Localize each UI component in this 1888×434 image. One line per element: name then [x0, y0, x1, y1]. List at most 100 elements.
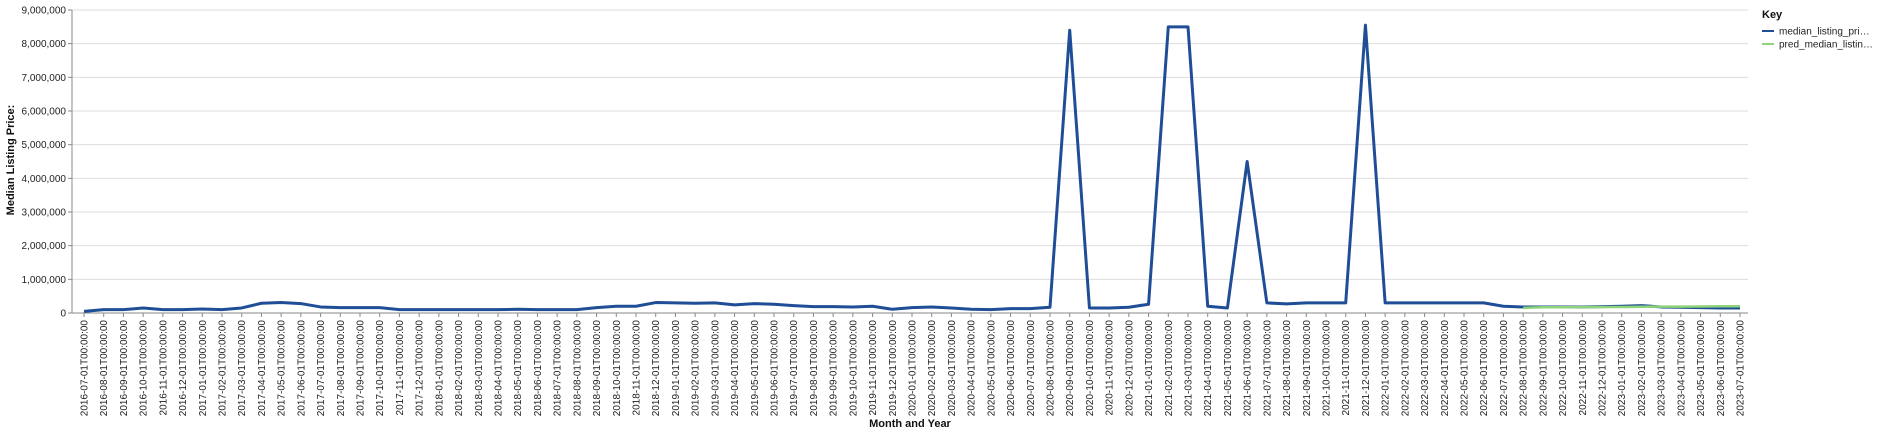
x-tick-label: 2021-12-01T00:00:00 [1361, 320, 1372, 417]
x-axis: 2016-07-01T00:00:00 2016-08-01T00:00:00 20… [72, 312, 1748, 417]
x-tick-label: 2018-02-01T00:00:00 [454, 320, 465, 417]
x-tick-label: 2023-03-01T00:00:00 [1657, 320, 1668, 417]
x-tick-label: 2022-04-01T00:00:00 [1440, 320, 1451, 417]
legend-label: median_listing_pri… [1779, 27, 1870, 38]
x-tick-label: 2018-11-01T00:00:00 [632, 320, 643, 416]
x-tick-label: 2019-09-01T00:00:00 [829, 320, 840, 417]
x-tick-label: 2018-08-01T00:00:00 [572, 320, 583, 417]
x-tick-label: 2022-02-01T00:00:00 [1400, 320, 1411, 417]
x-tick-label: 2019-10-01T00:00:00 [848, 320, 859, 417]
x-tick-label: 2022-05-01T00:00:00 [1460, 320, 1471, 417]
x-tick-label: 2020-05-01T00:00:00 [986, 320, 997, 417]
series-layer [83, 23, 1740, 313]
legend-label: pred_median_listin… [1779, 40, 1873, 51]
x-tick-label: 2023-02-01T00:00:00 [1637, 320, 1648, 417]
x-tick-label: 2018-09-01T00:00:00 [592, 320, 603, 417]
x-tick-label: 2020-01-01T00:00:00 [908, 320, 919, 417]
x-tick-label: 2016-12-01T00:00:00 [178, 320, 189, 417]
x-tick-label: 2019-11-01T00:00:00 [868, 320, 879, 416]
x-tick-label: 2018-06-01T00:00:00 [533, 320, 544, 417]
y-axis: 0 1,000,000 2,000,000 3,000,000 4,000,000 5,0… [22, 6, 73, 320]
x-tick-label: 2019-04-01T00:00:00 [730, 320, 741, 417]
x-tick-label: 2023-04-01T00:00:00 [1676, 320, 1687, 417]
y-tick-label: 4,000,000 [22, 174, 67, 185]
x-tick-label: 2016-11-01T00:00:00 [158, 320, 169, 416]
y-tick-label: 9,000,000 [22, 6, 67, 17]
y-axis-title: Median Listing Price: [5, 105, 17, 216]
x-tick-label: 2017-11-01T00:00:00 [395, 320, 406, 416]
x-tick-label: 2019-01-01T00:00:00 [671, 320, 682, 417]
series-line-2 [1523, 305, 1740, 310]
x-tick-label: 2018-04-01T00:00:00 [494, 320, 505, 417]
x-tick-label: 2019-07-01T00:00:00 [789, 320, 800, 417]
x-tick-label: 2023-05-01T00:00:00 [1696, 320, 1707, 417]
x-tick-label: 2020-09-01T00:00:00 [1065, 320, 1076, 417]
x-tick-label: 2016-07-01T00:00:00 [80, 320, 91, 417]
x-tick-label: 2017-06-01T00:00:00 [296, 320, 307, 417]
y-tick-label: 7,000,000 [22, 73, 67, 84]
x-tick-label: 2020-11-01T00:00:00 [1105, 320, 1116, 416]
x-tick-label: 2020-02-01T00:00:00 [927, 320, 938, 417]
x-tick-label: 2019-02-01T00:00:00 [691, 320, 702, 417]
x-tick-label: 2017-02-01T00:00:00 [218, 320, 229, 417]
x-tick-label: 2020-07-01T00:00:00 [1026, 320, 1037, 417]
x-tick-label: 2017-05-01T00:00:00 [277, 320, 288, 417]
y-tick-label: 3,000,000 [22, 208, 67, 219]
x-tick-label: 2020-04-01T00:00:00 [967, 320, 978, 417]
x-tick-label: 2021-03-01T00:00:00 [1184, 320, 1195, 417]
x-tick-label: 2020-10-01T00:00:00 [1085, 320, 1096, 417]
gridlines [72, 9, 1748, 314]
series-line-1 [83, 23, 1740, 313]
x-tick-label: 2022-06-01T00:00:00 [1479, 320, 1490, 417]
x-tick-label: 2022-09-01T00:00:00 [1538, 320, 1549, 417]
x-tick-label: 2019-06-01T00:00:00 [770, 320, 781, 417]
x-tick-label: 2021-04-01T00:00:00 [1203, 320, 1214, 417]
x-tick-label: 2021-02-01T00:00:00 [1164, 320, 1175, 417]
x-tick-label: 2019-12-01T00:00:00 [888, 320, 899, 417]
y-tick-label: 6,000,000 [22, 107, 67, 118]
x-tick-label: 2020-03-01T00:00:00 [947, 320, 958, 417]
x-tick-label: 2020-06-01T00:00:00 [1006, 320, 1017, 417]
x-tick-label: 2018-12-01T00:00:00 [651, 320, 662, 417]
x-tick-label: 2017-04-01T00:00:00 [257, 320, 268, 417]
x-tick-label: 2021-10-01T00:00:00 [1322, 320, 1333, 417]
x-tick-label: 2021-08-01T00:00:00 [1282, 320, 1293, 417]
x-tick-label: 2017-09-01T00:00:00 [356, 320, 367, 417]
x-tick-label: 2016-09-01T00:00:00 [119, 320, 130, 417]
x-tick-label: 2021-06-01T00:00:00 [1243, 320, 1254, 417]
x-tick-label: 2022-12-01T00:00:00 [1598, 320, 1609, 417]
y-tick-label: 2,000,000 [22, 241, 67, 252]
x-tick-label: 2022-01-01T00:00:00 [1381, 320, 1392, 417]
x-tick-label: 2021-07-01T00:00:00 [1262, 320, 1273, 417]
x-tick-label: 2017-10-01T00:00:00 [375, 320, 386, 417]
y-tick-label: 1,000,000 [22, 275, 67, 286]
x-tick-label: 2017-01-01T00:00:00 [198, 320, 209, 417]
x-tick-label: 2020-12-01T00:00:00 [1124, 320, 1135, 417]
x-tick-label: 2021-01-01T00:00:00 [1144, 320, 1155, 417]
x-tick-label: 2022-03-01T00:00:00 [1420, 320, 1431, 417]
x-tick-label: 2018-07-01T00:00:00 [553, 320, 564, 417]
x-tick-label: 2022-10-01T00:00:00 [1558, 320, 1569, 417]
x-tick-label: 2018-01-01T00:00:00 [434, 320, 445, 417]
x-tick-label: 2018-10-01T00:00:00 [612, 320, 623, 417]
x-tick-label: 2016-10-01T00:00:00 [139, 320, 150, 417]
x-tick-label: 2020-08-01T00:00:00 [1046, 320, 1057, 417]
y-tick-label: 0 [60, 309, 66, 320]
x-tick-label: 2017-07-01T00:00:00 [316, 320, 327, 417]
x-tick-label: 2021-05-01T00:00:00 [1223, 320, 1234, 417]
x-tick-label: 2021-11-01T00:00:00 [1341, 320, 1352, 416]
x-tick-label: 2018-03-01T00:00:00 [474, 320, 485, 417]
x-tick-label: 2022-07-01T00:00:00 [1499, 320, 1510, 417]
x-tick-label: 2017-12-01T00:00:00 [415, 320, 426, 417]
x-tick-label: 2016-08-01T00:00:00 [99, 320, 110, 417]
x-tick-label: 2022-11-01T00:00:00 [1578, 320, 1589, 416]
x-tick-label: 2023-07-01T00:00:00 [1736, 320, 1747, 417]
legend-title: Key [1762, 9, 1783, 21]
x-tick-label: 2017-03-01T00:00:00 [237, 320, 248, 417]
x-tick-label: 2019-08-01T00:00:00 [809, 320, 820, 417]
y-tick-label: 8,000,000 [22, 39, 67, 50]
x-tick-label: 2018-05-01T00:00:00 [513, 320, 524, 417]
x-tick-label: 2022-08-01T00:00:00 [1519, 320, 1530, 417]
legend: Key median_listing_pri… pred_median_listi… [1762, 9, 1873, 51]
x-tick-label: 2021-09-01T00:00:00 [1302, 320, 1313, 417]
